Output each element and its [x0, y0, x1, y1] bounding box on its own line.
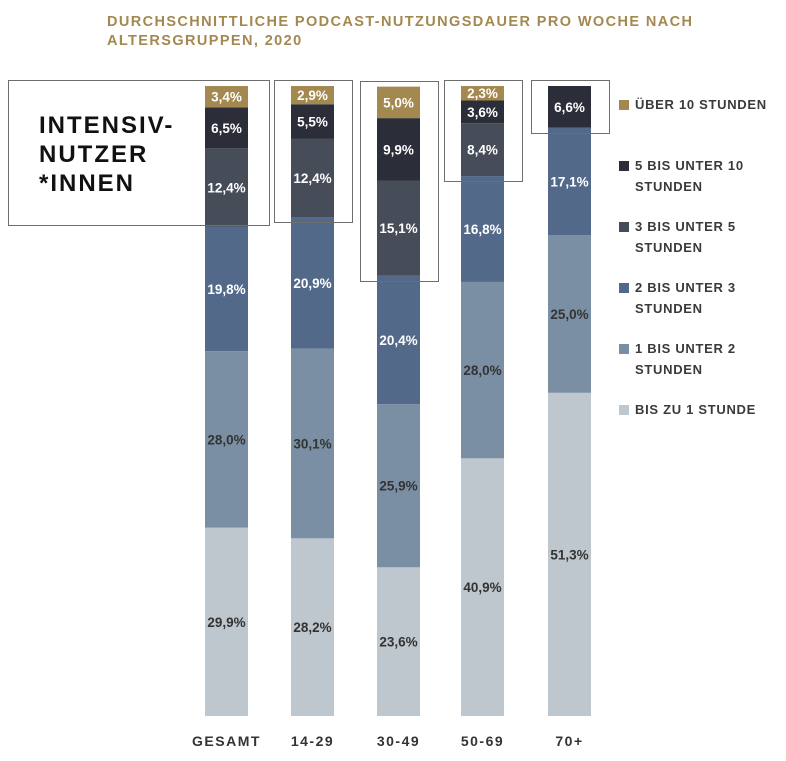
legend-label: 2 BIS UNTER 3 STUNDEN: [635, 280, 736, 316]
highlight-box: [444, 80, 523, 183]
data-label: 2,3%: [467, 86, 498, 101]
bar-segment: [377, 86, 420, 119]
data-label: 28,2%: [293, 620, 331, 635]
data-label: 8,4%: [467, 143, 498, 158]
legend-label: ÜBER 10 STUNDEN: [635, 97, 767, 112]
data-label: 28,0%: [207, 432, 245, 447]
bar-segment: [291, 138, 334, 218]
bar-segment: [461, 458, 504, 716]
data-label: 19,8%: [207, 282, 245, 297]
bar-segment: [548, 127, 591, 236]
legend-swatch: [619, 405, 629, 415]
data-label: 5,5%: [297, 115, 328, 130]
bar-segment: [291, 348, 334, 539]
category-labels: GESAMT 14-29 30-49 50-69 70+: [192, 733, 583, 749]
data-label: 17,1%: [550, 174, 588, 189]
bar-segment: [291, 538, 334, 716]
data-label: 40,9%: [463, 580, 501, 595]
chart-title: DURCHSCHNITTLICHE PODCAST-NUTZUNGSDAUER …: [107, 14, 694, 49]
legend-item: 2 BIS UNTER 3 STUNDEN: [619, 277, 786, 319]
data-label: 29,9%: [207, 615, 245, 630]
bar-segment: [205, 226, 248, 352]
category-label: 30-49: [377, 733, 420, 749]
bar-segment: [291, 86, 334, 105]
bar-segment: [377, 275, 420, 405]
legend-label: BIS ZU 1 STUNDE: [635, 402, 757, 417]
data-label: 15,1%: [379, 221, 417, 236]
data-label: 3,6%: [467, 105, 498, 120]
data-label: 6,5%: [211, 121, 242, 136]
intensive-users-label: INTENSIV-NUTZER *INNEN: [39, 112, 175, 197]
category-label: 14-29: [291, 733, 334, 749]
legend-swatch: [619, 100, 629, 110]
data-label: 28,0%: [463, 363, 501, 378]
bar-segment: [377, 118, 420, 181]
bar-segment: [205, 86, 248, 108]
bar-segment: [377, 180, 420, 276]
highlight-box: [274, 80, 353, 224]
bar-segment: [377, 404, 420, 568]
category-label: 50-69: [461, 733, 504, 749]
bar-segment: [461, 281, 504, 459]
data-label: 20,4%: [379, 333, 417, 348]
data-label: 51,3%: [550, 547, 588, 562]
bar-segment: [548, 235, 591, 393]
intensive-users-box: INTENSIV-NUTZER *INNEN: [8, 80, 270, 226]
data-label: 23,6%: [379, 635, 417, 650]
bar-segment: [291, 217, 334, 349]
legend-item: ÜBER 10 STUNDEN: [619, 94, 786, 115]
legend-item: 3 BIS UNTER 5 STUNDEN: [619, 216, 786, 258]
data-label: 20,9%: [293, 276, 331, 291]
legend-swatch: [619, 161, 629, 171]
category-label: GESAMT: [192, 733, 261, 749]
legend-swatch: [619, 222, 629, 232]
legend-item: 1 BIS UNTER 2 STUNDEN: [619, 338, 786, 380]
data-label: 2,9%: [297, 88, 328, 103]
bars-group: 29,9% 28,0% 19,8% 12,4% 6,5% 3,4% 28,2% 30,1% 20…: [205, 86, 591, 716]
bar-segment: [461, 86, 504, 101]
legend-label: 3 BIS UNTER 5 STUNDEN: [635, 219, 736, 255]
bar-segment: [291, 104, 334, 139]
bar-segment: [377, 567, 420, 716]
data-label: 25,0%: [550, 307, 588, 322]
legend-item: BIS ZU 1 STUNDE: [619, 399, 786, 420]
legend-label: 1 BIS UNTER 2 STUNDEN: [635, 341, 736, 377]
bar-segment: [548, 392, 591, 716]
bar-segment: [205, 148, 248, 227]
data-label: 12,4%: [207, 180, 245, 195]
legend-swatch: [619, 283, 629, 293]
bar-segment: [548, 86, 591, 128]
bar-segment: [205, 527, 248, 716]
bar-segment: [461, 100, 504, 124]
data-label: 12,4%: [293, 171, 331, 186]
data-label: 5,0%: [383, 95, 414, 110]
bar-segment: [205, 107, 248, 149]
legend-swatch: [619, 344, 629, 354]
data-label: 6,6%: [554, 100, 585, 115]
data-label: 9,9%: [383, 142, 414, 157]
bar-segment: [461, 123, 504, 177]
legend-label: 5 BIS UNTER 10 STUNDEN: [635, 158, 744, 194]
data-label: 30,1%: [293, 437, 331, 452]
highlight-box: [531, 80, 610, 134]
bar-segment: [461, 176, 504, 282]
data-label: 25,9%: [379, 479, 417, 494]
legend-item: 5 BIS UNTER 10 STUNDEN: [619, 155, 786, 197]
highlight-box: [360, 80, 439, 282]
data-label: 3,4%: [211, 90, 242, 105]
data-label: 16,8%: [463, 222, 501, 237]
bar-segment: [205, 351, 248, 528]
category-label: 70+: [555, 733, 583, 749]
